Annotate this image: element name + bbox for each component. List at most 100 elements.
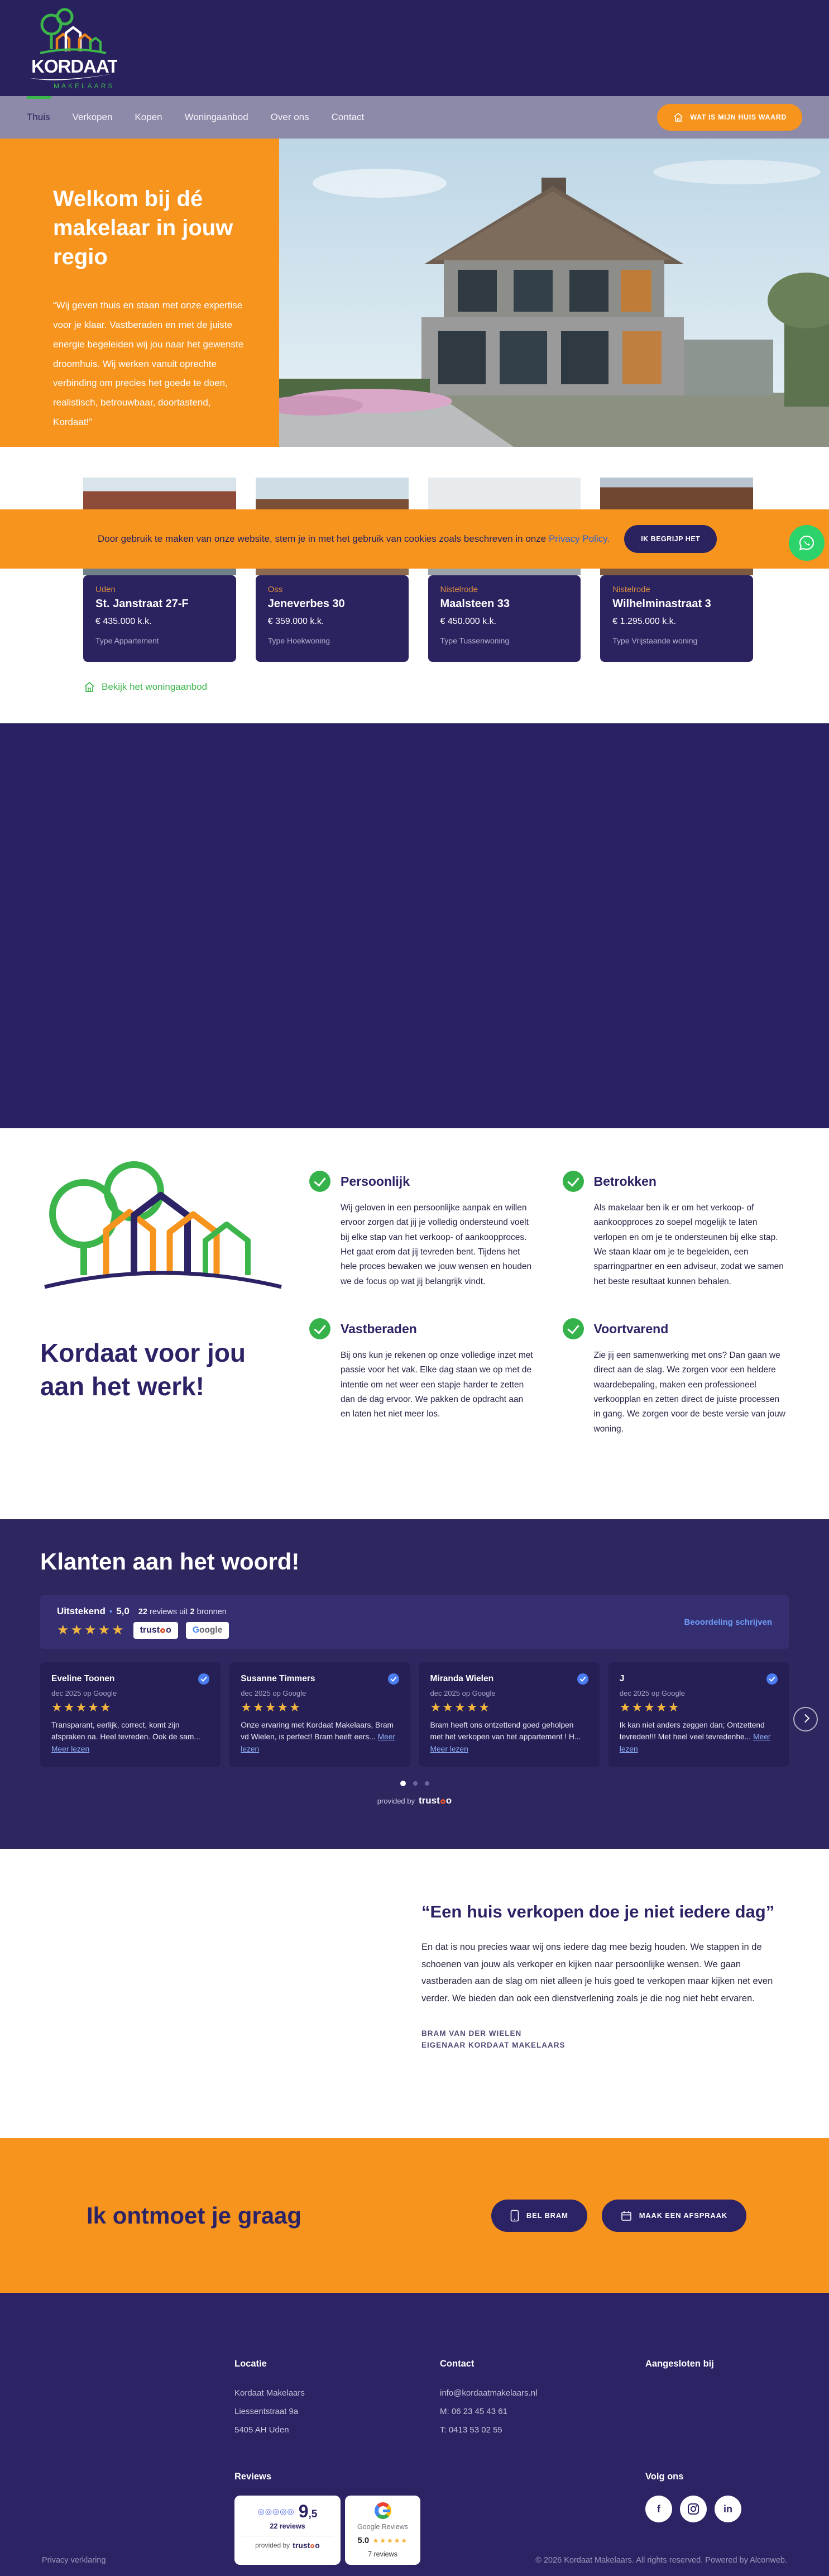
feature-text: Zie jij een samenwerking met ons? Dan ga… bbox=[593, 1351, 786, 1434]
property-price: € 435.000 k.k. bbox=[95, 617, 152, 626]
make-appointment-button[interactable]: MAAK EEN AFSPRAAK bbox=[601, 2199, 746, 2232]
feature-vastberaden: Vastberaden Bij ons kun je rekenen op on… bbox=[309, 1318, 536, 1437]
review-card[interactable]: Susanne Timmers dec 2025 op Google ★★★★★… bbox=[229, 1662, 410, 1767]
provided-by-label: provided by bbox=[255, 2541, 290, 2549]
property-card[interactable]: Nistelrode Wilhelminastraat 3 € 1.295.00… bbox=[600, 478, 753, 662]
feature-text: Wij geloven in een persoonlijke aanpak e… bbox=[341, 1203, 532, 1286]
carousel-dot[interactable] bbox=[400, 1781, 406, 1786]
footer-spacer-column bbox=[440, 2472, 645, 2565]
whatsapp-button[interactable] bbox=[789, 525, 825, 561]
review-card[interactable]: Eveline Toonen dec 2025 op Google ★★★★★ … bbox=[40, 1662, 221, 1767]
property-card[interactable]: Nistelrode Maalsteen 33 € 450.000 k.k. T… bbox=[428, 478, 581, 662]
trustoo-logo: trust o bbox=[133, 1621, 178, 1639]
view-listings-link[interactable]: Bekijk het woningaanbod bbox=[83, 681, 207, 693]
write-review-link[interactable]: Beoordeling schrijven bbox=[684, 1617, 772, 1627]
house-icon bbox=[674, 112, 683, 122]
summary-review-count: 22 reviews uit 2 bronnen bbox=[138, 1607, 227, 1616]
privacy-statement-link[interactable]: Privacy verklaring bbox=[42, 2556, 106, 2565]
facebook-icon[interactable]: f bbox=[645, 2496, 672, 2522]
trustoo-score-main: 9 bbox=[298, 2501, 309, 2521]
review-excerpt: Onze ervaring met Kordaat Makelaars, Bra… bbox=[241, 1721, 394, 1742]
review-card[interactable]: J dec 2025 op Google ★★★★★ Ik kan niet a… bbox=[608, 1662, 789, 1767]
footer-email-link[interactable]: info@kordaatmakelaars.nl bbox=[440, 2388, 538, 2398]
trustoo-text-suffix: o bbox=[315, 2541, 320, 2550]
read-more-link[interactable]: Meer lezen bbox=[241, 1733, 396, 1753]
footer-street: Liessentstraat 9a bbox=[234, 2407, 299, 2416]
privacy-policy-link[interactable]: Privacy Policy. bbox=[548, 533, 610, 544]
review-stars: ★★★★★ bbox=[51, 1700, 112, 1714]
trustoo-target-icon bbox=[310, 2544, 315, 2548]
nav-item-woningaanbod[interactable]: Woningaanbod bbox=[184, 112, 248, 122]
review-excerpt: Ik kan niet anders zeggen dan; Ontzetten… bbox=[619, 1721, 765, 1742]
google-reviews-badge[interactable]: Google Reviews 5.0 ★★★★★ 7 reviews bbox=[345, 2496, 420, 2565]
call-bram-label: BEL BRAM bbox=[526, 2211, 568, 2220]
trustoo-wordmark: trust o bbox=[419, 1795, 452, 1806]
property-info-panel: Nistelrode Maalsteen 33 € 450.000 k.k. T… bbox=[428, 575, 581, 662]
carousel-next-button[interactable] bbox=[793, 1707, 818, 1731]
call-bram-button[interactable]: BEL BRAM bbox=[491, 2199, 587, 2232]
feature-text: Als makelaar ben ik er om het verkoop- o… bbox=[593, 1203, 784, 1286]
cookie-banner: Door gebruik te maken van onze website, … bbox=[0, 509, 829, 569]
read-more-link[interactable]: Meer lezen bbox=[619, 1733, 771, 1753]
kordaat-logo[interactable]: KORDAAT MAKELAARS bbox=[28, 7, 119, 93]
feature-header: Betrokken bbox=[562, 1171, 789, 1192]
review-excerpt: Bram heeft ons ontzettend goed geholpen … bbox=[430, 1721, 581, 1742]
reviewer-name: J bbox=[619, 1674, 625, 1683]
nav-item-over-ons[interactable]: Over ons bbox=[270, 112, 309, 122]
property-type: Type Tussenwoning bbox=[440, 636, 510, 645]
google-g-icon bbox=[374, 2502, 391, 2519]
reviewer-name: Eveline Toonen bbox=[51, 1674, 115, 1683]
footer-company-name: Kordaat Makelaars bbox=[234, 2388, 305, 2398]
site-header: KORDAAT MAKELAARS bbox=[0, 0, 829, 96]
footer-city: 5405 AH Uden bbox=[234, 2425, 289, 2435]
footer-contact-lines: info@kordaatmakelaars.nl M: 06 23 45 43 … bbox=[440, 2384, 645, 2439]
feature-header: Persoonlijk bbox=[309, 1171, 536, 1192]
review-card[interactable]: Miranda Wielen dec 2025 op Google ★★★★★ … bbox=[419, 1662, 600, 1767]
summary-count-label: reviews uit bbox=[147, 1607, 190, 1616]
hero-section: Welkom bij dé makelaar in jouw regio “Wi… bbox=[0, 139, 829, 463]
review-date: dec 2025 op Google bbox=[619, 1689, 685, 1697]
footer-mobile-link[interactable]: M: 06 23 45 43 61 bbox=[440, 2407, 507, 2416]
hero-quote: “Wij geven thuis en staan met onze exper… bbox=[53, 300, 244, 428]
trustoo-score-icons: ◎◎◎◎◎ bbox=[257, 2506, 295, 2516]
property-card[interactable]: Uden St. Janstraat 27-F € 435.000 k.k. T… bbox=[83, 478, 236, 662]
linkedin-icon[interactable]: in bbox=[715, 2496, 741, 2522]
check-icon bbox=[562, 1318, 584, 1340]
carousel-dot[interactable] bbox=[424, 1781, 429, 1786]
read-more-link[interactable]: Meer lezen bbox=[430, 1744, 468, 1753]
trustoo-score-frac: ,5 bbox=[308, 2508, 318, 2520]
property-card[interactable]: Oss Jeneverbes 30 € 359.000 k.k. Type Ho… bbox=[255, 478, 409, 662]
trustoo-review-count: 22 reviews bbox=[270, 2522, 305, 2530]
nav-item-contact[interactable]: Contact bbox=[331, 112, 365, 122]
nav-item-verkopen[interactable]: Verkopen bbox=[72, 112, 113, 122]
reviews-section: Klanten aan het woord! Uitstekend • 5,0 … bbox=[0, 1519, 829, 1849]
nav-item-kopen[interactable]: Kopen bbox=[135, 112, 162, 122]
reviews-summary-bar: Uitstekend • 5,0 22 reviews uit 2 bronne… bbox=[40, 1595, 789, 1649]
cookie-accept-button[interactable]: IK BEGRIJP HET bbox=[624, 525, 717, 553]
carousel-dot[interactable] bbox=[413, 1781, 418, 1786]
property-street: Jeneverbes 30 bbox=[267, 598, 345, 610]
review-text: Bram heeft ons ontzettend goed geholpen … bbox=[430, 1719, 588, 1755]
about-title: Kordaat voor jou aan het werk! bbox=[40, 1338, 246, 1401]
verified-badge-icon bbox=[387, 1673, 399, 1685]
read-more-link[interactable]: Meer lezen bbox=[51, 1744, 90, 1753]
home-value-button[interactable]: WAT IS MIJN HUIS WAARD bbox=[657, 104, 802, 131]
active-tab-indicator bbox=[27, 96, 51, 99]
google-review-count: 7 reviews bbox=[368, 2550, 397, 2558]
trustoo-badge[interactable]: ◎◎◎◎◎ 9,5 22 reviews provided by trust o bbox=[234, 2496, 341, 2565]
nav-item-thuis[interactable]: Thuis bbox=[27, 112, 50, 122]
reviews-summary-left: Uitstekend • 5,0 22 reviews uit 2 bronne… bbox=[57, 1606, 229, 1639]
quote-image-placeholder bbox=[0, 1849, 391, 2138]
review-text: Onze ervaring met Kordaat Makelaars, Bra… bbox=[241, 1719, 399, 1755]
footer-phone-link[interactable]: T: 0413 53 02 55 bbox=[440, 2425, 502, 2435]
trustoo-text-prefix: trust bbox=[419, 1795, 440, 1806]
summary-count-number: 22 bbox=[138, 1607, 147, 1616]
instagram-icon[interactable] bbox=[680, 2496, 707, 2522]
feature-header: Vastberaden bbox=[309, 1318, 536, 1340]
quote-author-role: EIGENAAR KORDAAT MAKELAARS bbox=[421, 2041, 566, 2050]
summary-stars: ★★★★★ bbox=[57, 1623, 126, 1638]
review-date: dec 2025 op Google bbox=[51, 1689, 117, 1697]
property-type: Type Appartement bbox=[95, 636, 159, 645]
